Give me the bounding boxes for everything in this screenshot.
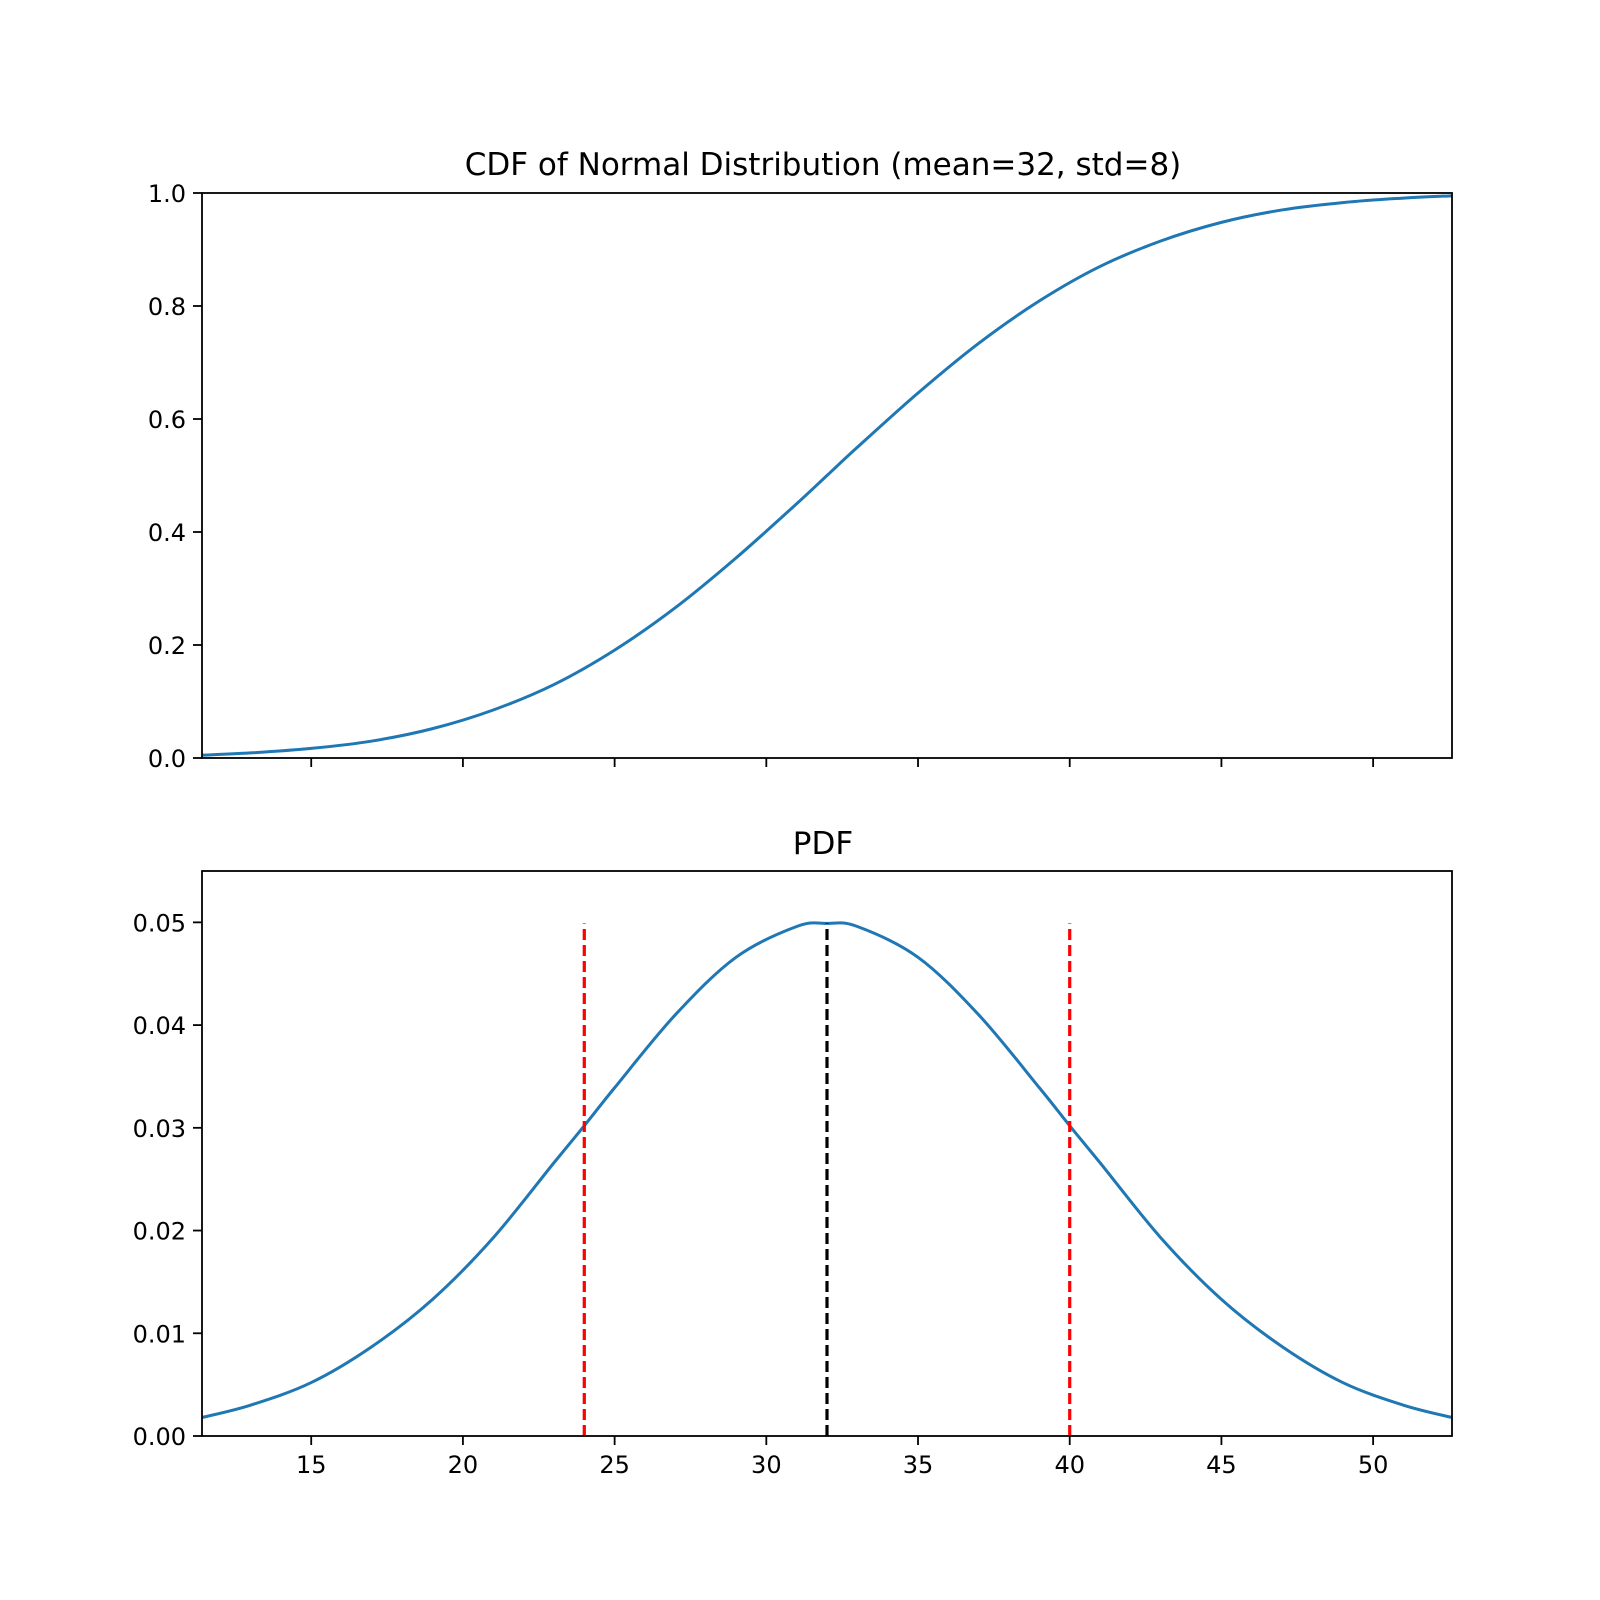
cdf-y-tick-label: 0.0 — [148, 745, 186, 773]
pdf-x-tick-label: 20 — [448, 1451, 479, 1479]
cdf-panel: CDF of Normal Distribution (mean=32, std… — [148, 147, 1453, 773]
cdf-axes-frame — [201, 192, 1453, 759]
pdf-series-line — [201, 921, 1453, 1419]
pdf-x-tick-label: 45 — [1206, 1451, 1237, 1479]
pdf-x-tick-label: 50 — [1358, 1451, 1389, 1479]
cdf-title: CDF of Normal Distribution (mean=32, std… — [465, 147, 1182, 183]
cdf-y-tick-label: 0.4 — [148, 519, 186, 547]
pdf-axes-frame — [201, 870, 1453, 1437]
pdf-marks — [201, 921, 1453, 1436]
pdf-x-tick-label: 40 — [1054, 1451, 1085, 1479]
pdf-y-tick-label: 0.03 — [133, 1115, 186, 1143]
cdf-series-line — [201, 194, 1453, 757]
pdf-y-tick-label: 0.05 — [133, 909, 186, 937]
cdf-y-tick-label: 0.2 — [148, 632, 186, 660]
cdf-marks — [201, 194, 1453, 757]
pdf-y-tick-label: 0.01 — [133, 1320, 186, 1348]
cdf-ticks: 0.0 0.2 0.4 0.6 0.8 1.0 — [148, 180, 1375, 773]
pdf-x-tick-label: 15 — [296, 1451, 327, 1479]
pdf-y-tick-label: 0.00 — [133, 1423, 186, 1451]
cdf-y-tick-label: 0.6 — [148, 406, 186, 434]
pdf-y-tick-label: 0.04 — [133, 1012, 186, 1040]
cdf-y-tick-label: 0.8 — [148, 293, 186, 321]
pdf-panel: PDF 15 20 25 30 35 40 45 50 0.00 0.01 0.02 0.03 0.04… — [133, 826, 1453, 1479]
pdf-ticks: 15 20 25 30 35 40 45 50 0.00 0.01 0.02 0.03 0.04 0.05 — [133, 909, 1389, 1479]
pdf-x-tick-label: 30 — [751, 1451, 782, 1479]
pdf-x-tick-label: 35 — [903, 1451, 934, 1479]
pdf-y-tick-label: 0.02 — [133, 1218, 186, 1246]
pdf-x-tick-label: 25 — [599, 1451, 630, 1479]
cdf-y-tick-label: 1.0 — [148, 180, 186, 208]
pdf-title: PDF — [793, 826, 853, 862]
